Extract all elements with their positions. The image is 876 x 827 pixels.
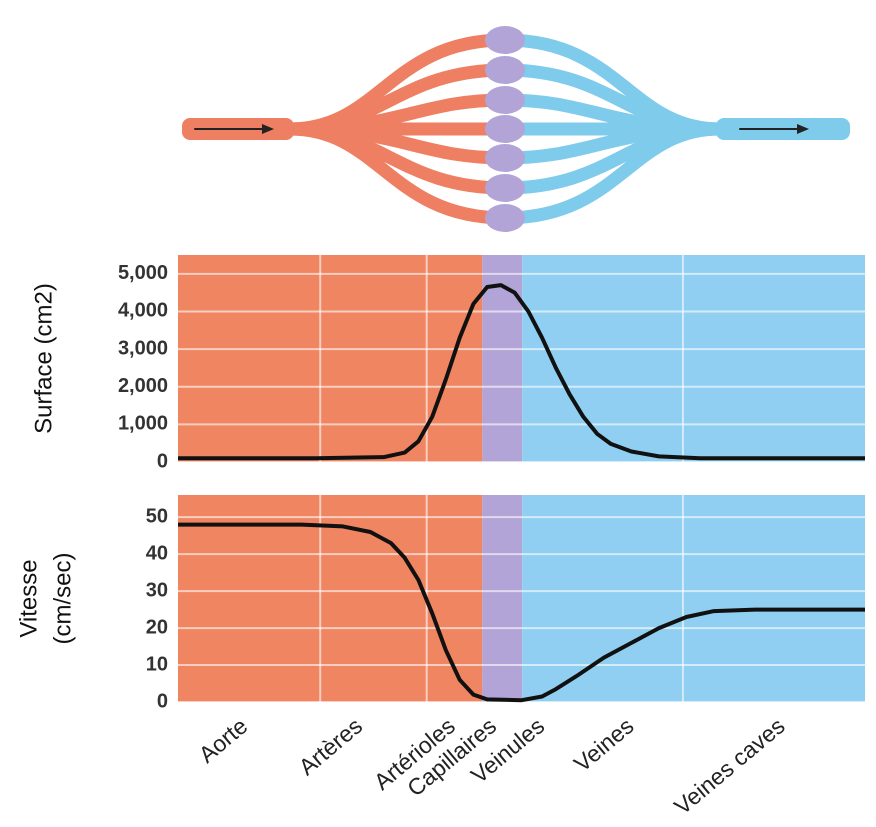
region-band <box>178 495 483 702</box>
y-axis-label: Surface (cm2) <box>30 283 57 434</box>
y-tick-label: 2,000 <box>118 375 168 397</box>
y-tick-label: 5,000 <box>118 262 168 284</box>
y-tick-label: 10 <box>146 653 168 675</box>
y-tick-label: 30 <box>146 579 168 601</box>
region-band <box>178 255 483 462</box>
line <box>178 522 865 703</box>
y-tick-label: 4,000 <box>118 300 168 322</box>
x-tick-label: Veines caves <box>669 713 790 820</box>
y-tick-label: 50 <box>146 505 168 527</box>
region-band <box>482 255 523 462</box>
y-tick-label: 3,000 <box>118 337 168 359</box>
region-band <box>482 495 523 702</box>
x-tick-label: Veines <box>569 713 639 777</box>
y-tick-label: 20 <box>146 616 168 638</box>
line <box>178 283 865 461</box>
vessel-diagram <box>182 26 850 232</box>
y-tick-label: 0 <box>157 690 168 712</box>
x-tick-label: Artères <box>294 713 368 781</box>
y-tick-label: 1,000 <box>118 413 168 435</box>
y-tick-label: 0 <box>157 450 168 472</box>
region-band <box>522 495 865 702</box>
x-tick-label: Aorte <box>194 713 253 768</box>
region-band <box>522 255 865 462</box>
y-axis-label: Vitesse <box>15 559 42 637</box>
y-tick-label: 40 <box>146 542 168 564</box>
y-axis-label: (cm/sec) <box>49 553 76 645</box>
